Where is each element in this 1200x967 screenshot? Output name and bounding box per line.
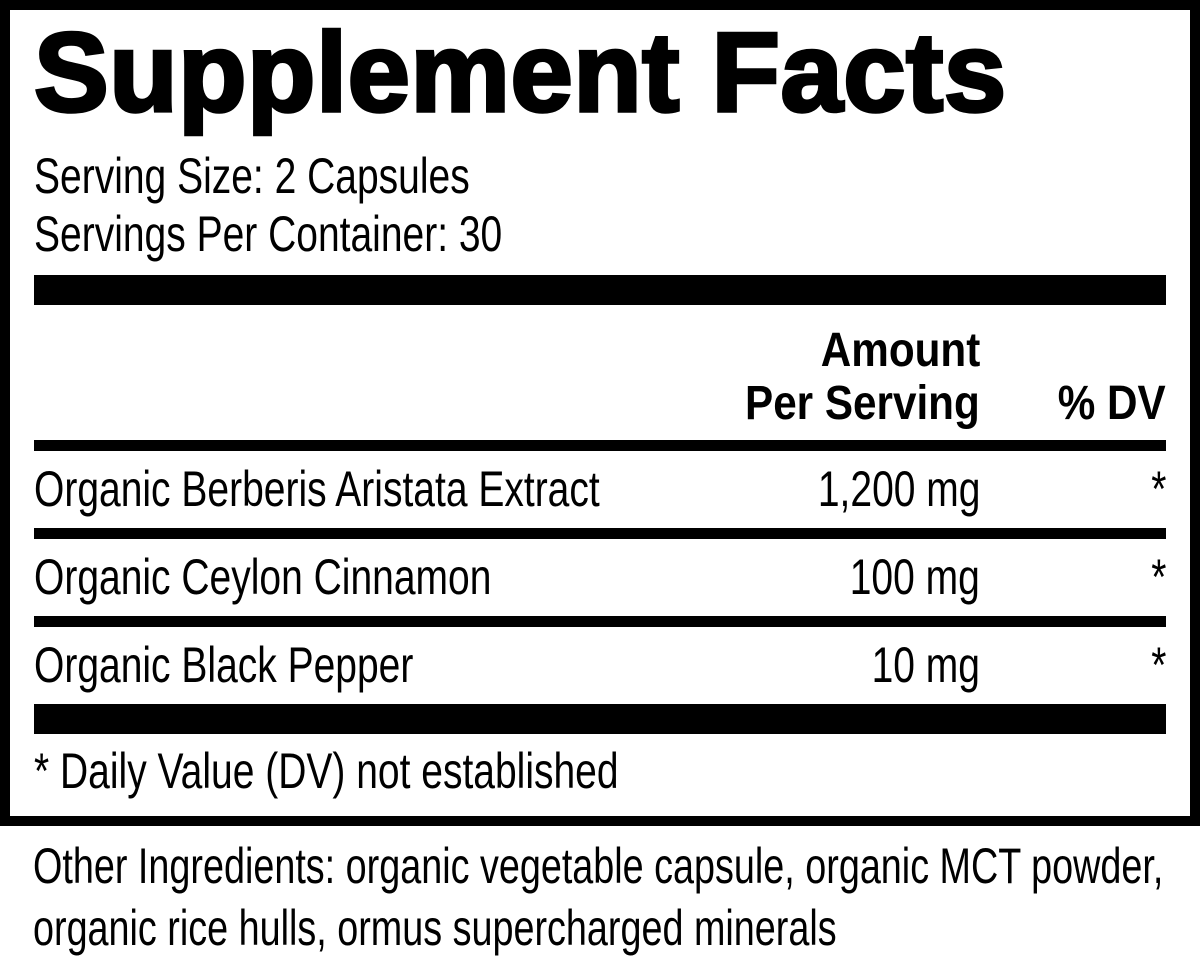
ingredient-amount: 100 mg bbox=[813, 539, 980, 616]
other-ingredients-line2-text: organic rice hulls, ormus supercharged m… bbox=[33, 900, 837, 956]
dv-footnote-text: * Daily Value (DV) not established bbox=[34, 743, 619, 799]
other-ingredients-line1: Other Ingredients: organic vegetable cap… bbox=[33, 835, 1200, 897]
servings-per-container-line: Servings Per Container: 30 bbox=[34, 205, 1166, 263]
ingredient-name-text: Organic Black Pepper bbox=[34, 637, 414, 693]
separator-bar-top bbox=[34, 275, 1166, 305]
ingredient-amount: 1,200 mg bbox=[772, 451, 980, 528]
amount-header-line1-text: Amount bbox=[820, 324, 980, 377]
other-ingredients-section: Other Ingredients: organic vegetable cap… bbox=[0, 835, 1200, 959]
supplement-facts-panel: Supplement Facts Serving Size: 2 Capsule… bbox=[0, 0, 1200, 826]
ingredient-dv-text: * bbox=[1150, 637, 1166, 693]
ingredient-amount-text: 1,200 mg bbox=[817, 461, 980, 517]
ingredient-dv: * bbox=[1147, 627, 1166, 704]
ingredient-row: Organic Berberis Aristata Extract 1,200 … bbox=[34, 451, 1166, 528]
amount-header-line2: Per Serving bbox=[713, 377, 980, 430]
amount-header-line2-text: Per Serving bbox=[745, 377, 980, 430]
ingredient-dv-text: * bbox=[1150, 461, 1166, 517]
servings-per-container-text: Servings Per Container: 30 bbox=[34, 206, 503, 262]
header-divider bbox=[34, 440, 1166, 451]
serving-info: Serving Size: 2 Capsules Servings Per Co… bbox=[34, 147, 1166, 263]
dv-header-text: % DV bbox=[1058, 377, 1166, 430]
row-divider bbox=[34, 528, 1166, 539]
separator-bar-bottom bbox=[34, 704, 1166, 734]
ingredient-name: Organic Berberis Aristata Extract bbox=[34, 451, 759, 528]
ingredient-dv: * bbox=[1147, 451, 1166, 528]
ingredient-dv-text: * bbox=[1150, 549, 1166, 605]
column-header-dv: % DV bbox=[1043, 377, 1166, 430]
ingredient-amount-text: 100 mg bbox=[849, 549, 980, 605]
ingredient-row: Organic Ceylon Cinnamon 100 mg * bbox=[34, 539, 1166, 616]
ingredient-name-text: Organic Ceylon Cinnamon bbox=[34, 549, 492, 605]
column-header-row: Amount Per Serving % DV bbox=[34, 305, 1166, 440]
other-ingredients-line1-text: Other Ingredients: organic vegetable cap… bbox=[33, 838, 1164, 894]
ingredient-name-text: Organic Berberis Aristata Extract bbox=[34, 461, 600, 517]
ingredient-name: Organic Ceylon Cinnamon bbox=[34, 539, 620, 616]
serving-size-line: Serving Size: 2 Capsules bbox=[34, 147, 1166, 205]
row-divider bbox=[34, 616, 1166, 627]
column-header-amount-per-serving: Amount Per Serving bbox=[713, 324, 980, 430]
ingredient-name: Organic Black Pepper bbox=[34, 627, 520, 704]
panel-title: Supplement Facts bbox=[32, 10, 1008, 135]
ingredient-amount: 10 mg bbox=[841, 627, 980, 704]
ingredient-row: Organic Black Pepper 10 mg * bbox=[34, 627, 1166, 704]
ingredient-amount-text: 10 mg bbox=[871, 637, 980, 693]
ingredient-dv: * bbox=[1147, 539, 1166, 616]
serving-size-text: Serving Size: 2 Capsules bbox=[34, 148, 470, 204]
amount-header-line1: Amount bbox=[713, 324, 980, 377]
dv-footnote: * Daily Value (DV) not established bbox=[34, 734, 1166, 800]
other-ingredients-line2: organic rice hulls, ormus supercharged m… bbox=[33, 897, 1200, 959]
